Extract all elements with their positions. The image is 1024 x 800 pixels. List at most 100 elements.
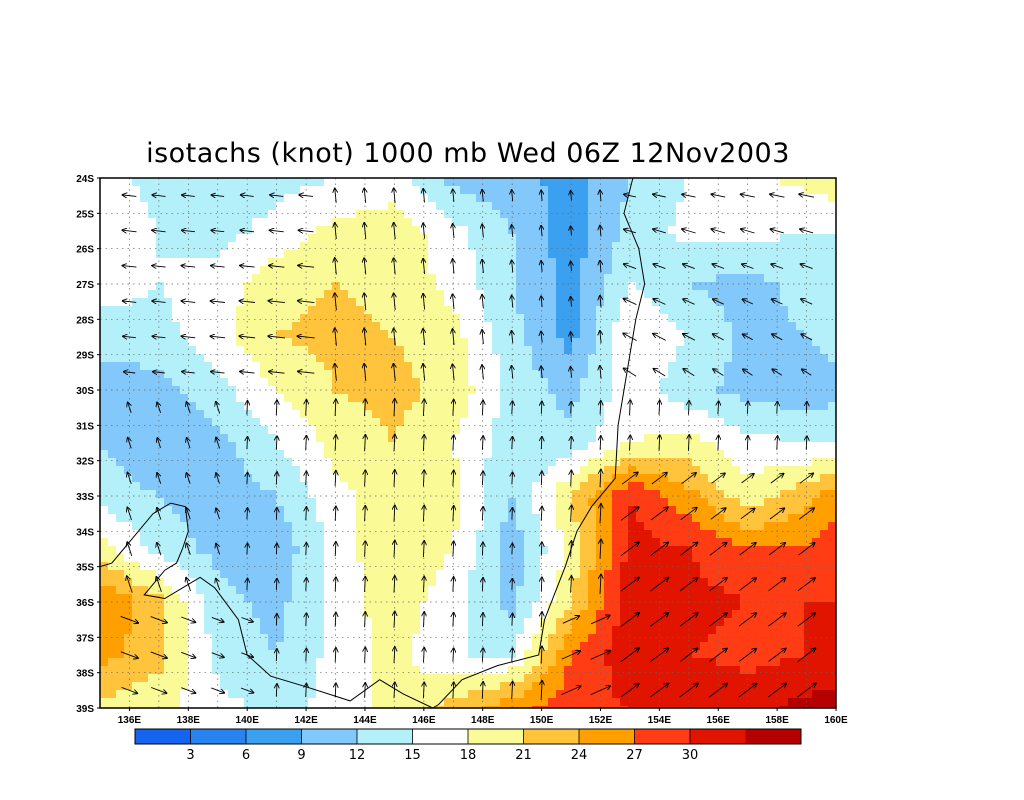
isotach-cell	[684, 274, 693, 283]
isotach-cell	[372, 418, 381, 427]
isotach-cell	[164, 338, 173, 347]
isotach-cell	[268, 546, 277, 555]
isotach-cell	[756, 450, 765, 459]
isotach-cell	[724, 506, 733, 515]
isotach-cell	[732, 314, 741, 323]
isotach-cell	[764, 290, 773, 299]
isotach-cell	[772, 290, 781, 299]
isotach-cell	[652, 178, 661, 187]
isotach-cell	[612, 210, 621, 219]
isotach-cell	[428, 338, 437, 347]
isotach-cell	[244, 490, 253, 499]
isotach-cell	[388, 258, 397, 267]
isotach-cell	[276, 538, 285, 547]
isotach-cell	[820, 594, 829, 603]
isotach-cell	[516, 290, 525, 299]
isotach-cell	[484, 418, 493, 427]
isotach-cell	[580, 466, 589, 475]
isotach-cell	[180, 546, 189, 555]
isotach-cell	[764, 218, 773, 227]
isotach-cell	[436, 218, 445, 227]
isotach-cell	[308, 370, 317, 379]
isotach-cell	[364, 482, 373, 491]
isotach-cell	[148, 418, 157, 427]
isotach-cell	[524, 434, 533, 443]
isotach-cell	[140, 586, 149, 595]
isotach-cell	[788, 578, 797, 587]
isotach-cell	[412, 242, 421, 251]
isotach-cell	[460, 266, 469, 275]
isotach-cell	[628, 418, 637, 427]
isotach-cell	[388, 314, 397, 323]
isotach-cell	[604, 418, 613, 427]
isotach-cell	[716, 378, 725, 387]
isotach-cell	[812, 426, 821, 435]
isotach-cell	[452, 250, 461, 259]
isotach-cell	[740, 266, 749, 275]
isotach-cell	[732, 218, 741, 227]
isotach-cell	[452, 578, 461, 587]
isotach-cell	[500, 282, 509, 291]
isotach-cell	[652, 394, 661, 403]
isotach-cell	[476, 474, 485, 483]
isotach-cell	[588, 458, 597, 467]
isotach-cell	[572, 490, 581, 499]
isotach-cell	[500, 586, 509, 595]
isotach-cell	[236, 602, 245, 611]
isotach-cell	[428, 210, 437, 219]
isotach-cell	[508, 426, 517, 435]
isotach-cell	[412, 314, 421, 323]
isotach-cell	[700, 554, 709, 563]
isotach-cell	[724, 330, 733, 339]
isotach-cell	[540, 354, 549, 363]
isotach-cell	[756, 554, 765, 563]
isotach-cell	[124, 514, 133, 523]
isotach-cell	[284, 394, 293, 403]
isotach-cell	[588, 594, 597, 603]
isotach-cell	[764, 570, 773, 579]
isotach-cell	[804, 394, 813, 403]
isotach-cell	[692, 194, 701, 203]
isotach-cell	[804, 410, 813, 419]
isotach-cell	[468, 482, 477, 491]
isotach-cell	[404, 282, 413, 291]
isotach-cell	[460, 338, 469, 347]
isotach-cell	[628, 586, 637, 595]
isotach-cell	[612, 290, 621, 299]
isotach-cell	[356, 458, 365, 467]
isotach-cell	[460, 362, 469, 371]
isotach-cell	[748, 458, 757, 467]
isotach-cell	[124, 234, 133, 243]
isotach-cell	[244, 314, 253, 323]
isotach-cell	[676, 394, 685, 403]
isotach-cell	[380, 218, 389, 227]
isotach-cell	[556, 442, 565, 451]
isotach-cell	[268, 202, 277, 211]
isotach-cell	[716, 546, 725, 555]
isotach-cell	[340, 258, 349, 267]
isotach-cell	[524, 538, 533, 547]
isotach-cell	[772, 602, 781, 611]
isotach-cell	[244, 538, 253, 547]
isotach-cell	[372, 434, 381, 443]
isotach-cell	[132, 346, 141, 355]
isotach-cell	[244, 522, 253, 531]
isotach-cell	[252, 274, 261, 283]
isotach-cell	[644, 578, 653, 587]
isotach-cell	[572, 538, 581, 547]
isotach-cell	[684, 602, 693, 611]
isotach-cell	[764, 338, 773, 347]
isotach-cell	[604, 562, 613, 571]
isotach-cell	[788, 482, 797, 491]
isotach-cell	[436, 298, 445, 307]
isotach-cell	[636, 314, 645, 323]
isotach-cell	[628, 250, 637, 259]
isotach-cell	[484, 234, 493, 243]
isotach-cell	[420, 514, 429, 523]
isotach-cell	[732, 210, 741, 219]
isotach-cell	[164, 314, 173, 323]
isotach-cell	[612, 586, 621, 595]
isotach-cell	[412, 202, 421, 211]
isotach-cell	[236, 290, 245, 299]
isotach-cell	[372, 338, 381, 347]
